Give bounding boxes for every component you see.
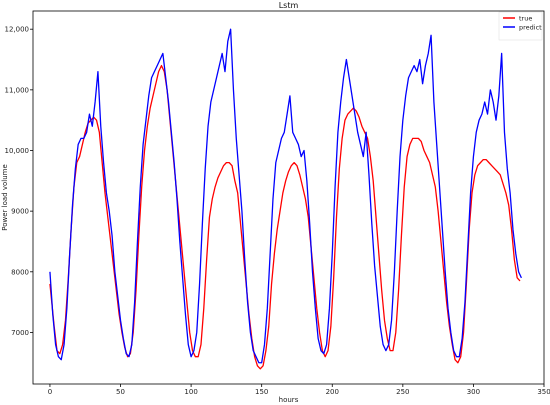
legend-box: [498, 11, 543, 41]
x-tick-label: 50: [116, 388, 125, 396]
y-axis-label: Power load volume: [1, 164, 9, 231]
x-axis-label: hours: [279, 396, 299, 404]
x-tick-label: 350: [537, 388, 550, 396]
y-tick-label: 9000: [11, 208, 29, 216]
series-layer: [49, 28, 522, 370]
x-axis: 0 50 100 150 200 250 300 350: [48, 384, 550, 396]
legend-label-true: true: [519, 15, 532, 23]
x-tick-label: 100: [184, 388, 197, 396]
x-tick-label: 250: [396, 388, 409, 396]
legend: true predict: [498, 11, 543, 41]
series-line-predict: [49, 28, 522, 364]
legend-label-predict: predict: [519, 24, 542, 32]
plot-background: [33, 11, 544, 384]
x-tick-label: 300: [467, 388, 480, 396]
chart-title: Lstm: [279, 1, 299, 10]
y-tick-label: 8000: [11, 268, 29, 276]
plot-frame: [32, 10, 545, 385]
y-axis: 7000 8000 9000 10,000 11,000 12,000: [5, 26, 33, 337]
x-tick-label: 0: [48, 388, 52, 396]
y-tick-label: 10,000: [5, 147, 30, 155]
x-tick-label: 150: [255, 388, 268, 396]
x-tick-label: 200: [326, 388, 339, 396]
y-tick-label: 11,000: [5, 86, 30, 94]
y-tick-label: 7000: [11, 329, 29, 337]
y-tick-label: 12,000: [5, 26, 30, 34]
